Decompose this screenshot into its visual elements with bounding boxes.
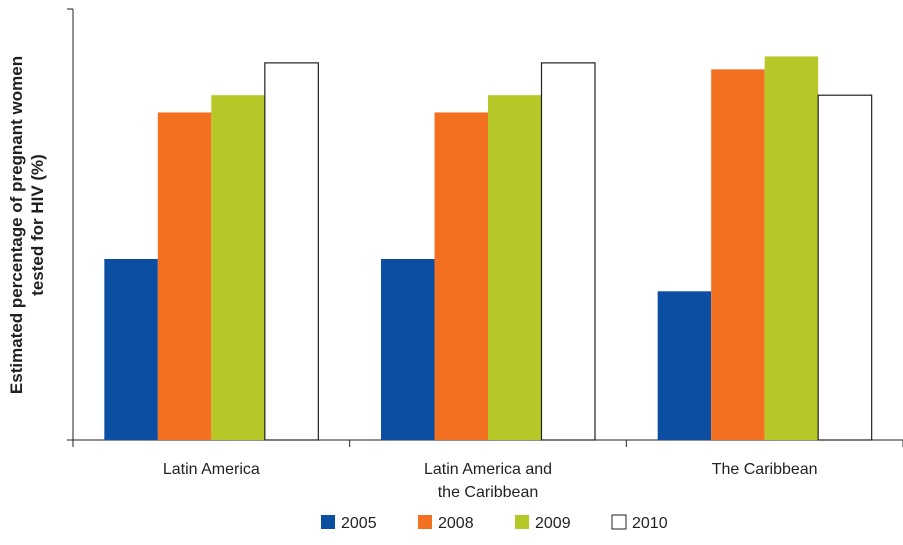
legend-swatch-2009 [515, 515, 529, 529]
legend-label-2009: 2009 [535, 515, 571, 532]
bar-2005-1 [381, 258, 435, 440]
y-axis-title: Estimated percentage of pregnant women te… [7, 56, 47, 394]
bar-2009-2 [764, 56, 819, 440]
bar-2008-2 [711, 69, 765, 440]
category-label: The Caribbean [712, 461, 818, 478]
bar-2005-2 [657, 291, 712, 440]
legend-swatch-2008 [418, 515, 432, 529]
category-labels: Latin America Latin America and the Caribb… [163, 461, 818, 501]
category-label: Latin America [163, 461, 260, 478]
bar-2008-0 [157, 112, 212, 440]
y-axis-title-line: Estimated percentage of pregnant women [7, 56, 26, 394]
bars [104, 56, 873, 441]
legend-label-2010: 2010 [632, 515, 668, 532]
legend-swatch-2010 [611, 514, 627, 530]
bar-2010-2 [817, 94, 873, 441]
legend-swatch-2005 [321, 515, 335, 529]
category-label: Latin America and [424, 461, 552, 478]
bar-2010-0 [264, 62, 319, 441]
bar-2010-1 [540, 62, 596, 441]
legend: 2005 2008 2009 2010 [321, 514, 668, 532]
bar-2009-1 [488, 95, 542, 440]
bar-2005-0 [104, 258, 158, 440]
legend-label-2005: 2005 [341, 515, 377, 532]
category-label: the Caribbean [438, 484, 539, 501]
bar-2008-1 [434, 112, 488, 440]
y-axis-title-line: tested for HIV (%) [28, 154, 47, 296]
bar-2009-0 [211, 95, 265, 440]
legend-label-2008: 2008 [438, 515, 474, 532]
